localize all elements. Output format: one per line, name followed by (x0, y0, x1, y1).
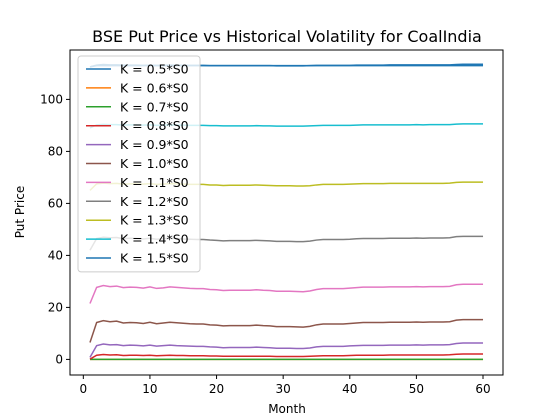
y-tick-label: 60 (48, 196, 63, 210)
x-axis: 0 10 20 30 40 50 60 (80, 375, 491, 396)
y-tick-label: 40 (48, 248, 63, 262)
legend-label-4: K = 0.9*S0 (120, 137, 189, 152)
legend-label-0: K = 0.5*S0 (120, 62, 189, 77)
legend-label-7: K = 1.2*S0 (120, 194, 189, 209)
legend-label-1: K = 0.6*S0 (120, 80, 189, 95)
x-tick-label: 20 (209, 382, 224, 396)
x-tick-label: 50 (409, 382, 424, 396)
legend-label-5: K = 1.0*S0 (120, 156, 189, 171)
y-tick-label: 80 (48, 144, 63, 158)
y-tick-label: 0 (55, 352, 63, 366)
legend-label-3: K = 0.8*S0 (120, 118, 189, 133)
legend-label-2: K = 0.7*S0 (120, 99, 189, 114)
series-line-5 (89, 318, 484, 343)
legend: K = 0.5*S0 K = 0.6*S0 K = 0.7*S0 K = 0.8*S0… (77, 55, 201, 273)
series-line-4 (89, 342, 484, 358)
y-axis: 0 20 40 60 80 100 (40, 92, 70, 366)
x-tick-label: 40 (342, 382, 357, 396)
legend-label-6: K = 1.1*S0 (120, 175, 189, 190)
y-tick-label: 100 (40, 92, 63, 106)
x-tick-label: 60 (475, 382, 490, 396)
x-tick-label: 10 (142, 382, 157, 396)
chart-title: BSE Put Price vs Historical Volatility f… (92, 27, 482, 46)
series-line-3 (89, 353, 484, 360)
x-axis-label: Month (268, 402, 306, 416)
legend-box (77, 55, 201, 273)
legend-label-8: K = 1.3*S0 (120, 213, 189, 228)
plot-frame (69, 49, 504, 376)
legend-label-10: K = 1.5*S0 (120, 251, 189, 266)
x-tick-label: 0 (80, 382, 88, 396)
series-line-6 (89, 283, 484, 304)
x-tick-label: 30 (276, 382, 291, 396)
legend-label-9: K = 1.4*S0 (120, 232, 189, 247)
y-tick-label: 20 (48, 300, 63, 314)
y-axis-label: Put Price (13, 186, 27, 238)
